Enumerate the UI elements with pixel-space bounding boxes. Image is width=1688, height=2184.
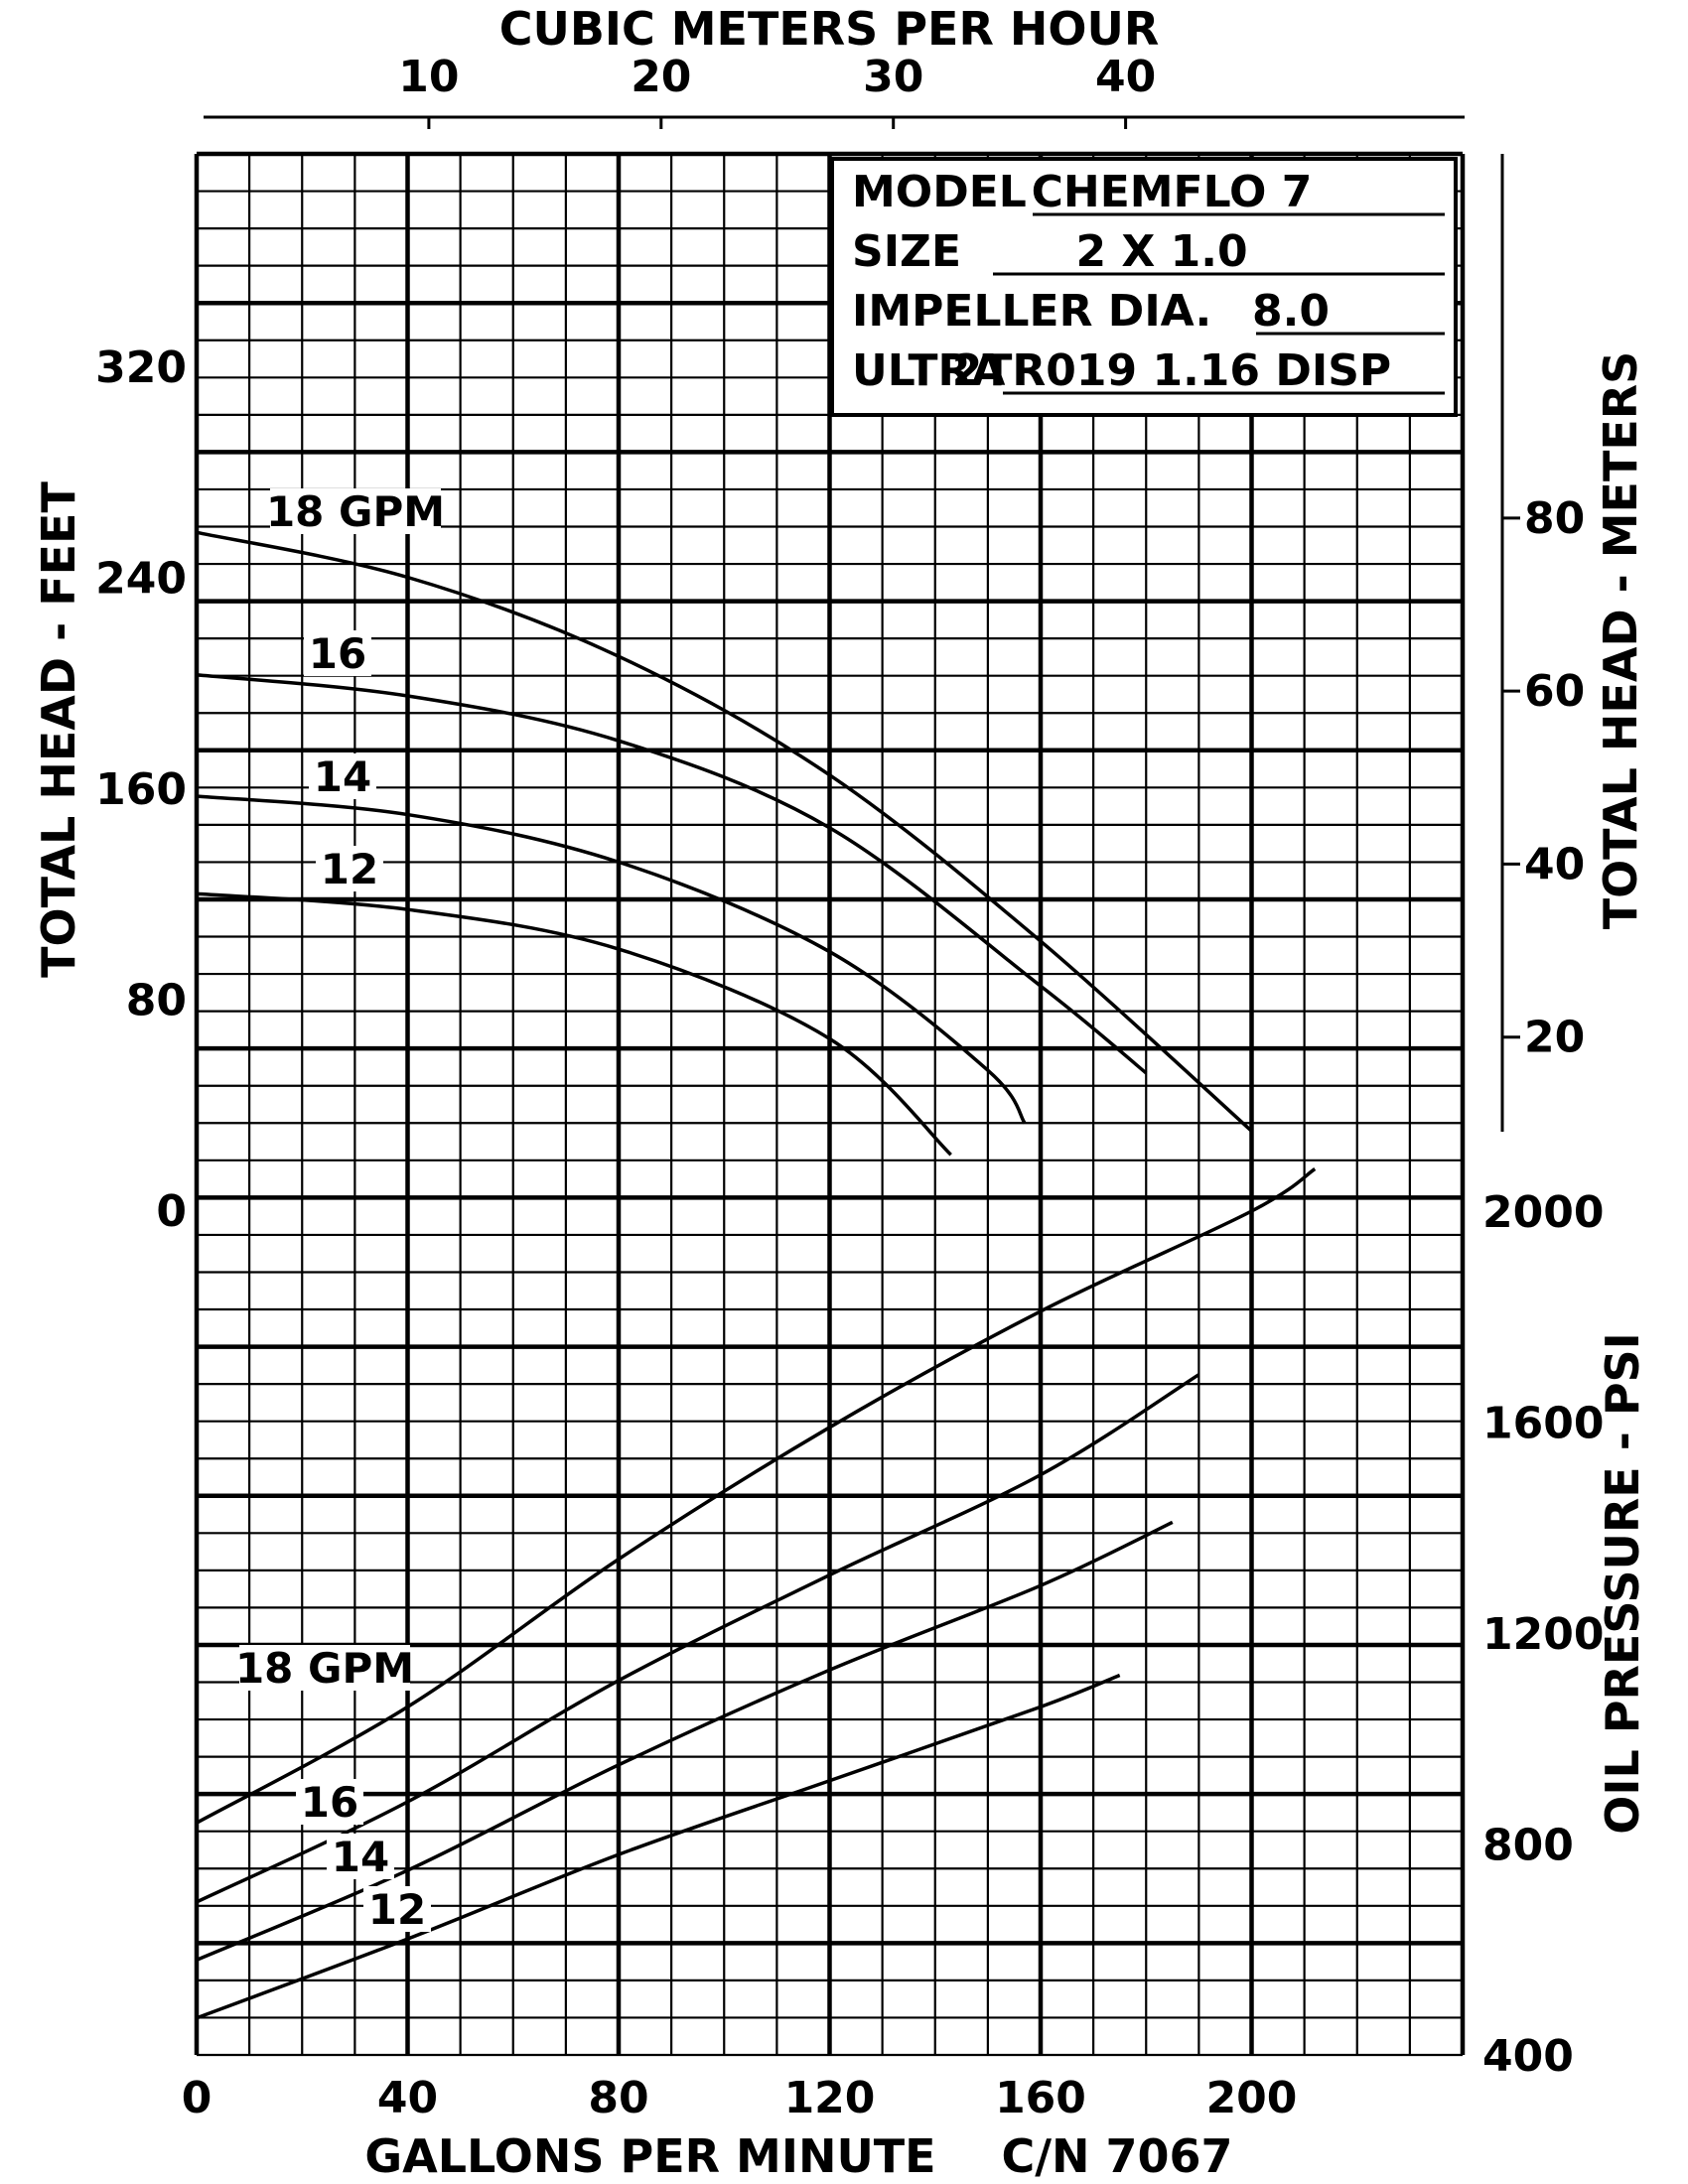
x-axis-tick-label: 120 xyxy=(784,2073,876,2123)
left-axis-tick-label: 320 xyxy=(95,342,187,393)
curve-label-bg xyxy=(327,1834,394,1879)
chart-series xyxy=(196,530,1317,2020)
right-head-axis-tick-label: 60 xyxy=(1524,666,1585,717)
oil-curve-label: 16 xyxy=(301,1778,358,1827)
top-axis-title: CUBIC METERS PER HOUR xyxy=(499,2,1160,56)
top-axis-tick-label: 40 xyxy=(1095,52,1156,102)
oil-curve-label: 18 GPM xyxy=(235,1644,414,1693)
left-axis-tick-label: 160 xyxy=(95,764,187,815)
right-oil-axis-title: OIL PRESSURE - PSI xyxy=(1596,1332,1649,1835)
curve-label-bg xyxy=(270,488,441,534)
x-axis-tick-label: 0 xyxy=(182,2073,212,2123)
info-box-key: IMPELLER DIA. xyxy=(852,286,1211,337)
left-axis-title: TOTAL HEAD - FEET xyxy=(32,481,85,978)
right-oil-axis-tick-label: 1600 xyxy=(1482,1399,1604,1449)
curve-label-bg xyxy=(363,1886,431,1932)
head-curve-label: 16 xyxy=(309,629,366,678)
right-head-axis-title: TOTAL HEAD - METERS xyxy=(1594,351,1647,930)
right-oil-axis-tick-label: 1200 xyxy=(1482,1609,1604,1660)
right-oil-axis-tick-label: 800 xyxy=(1482,1821,1574,1871)
x-axis-tick-label: 80 xyxy=(588,2073,648,2123)
chart-code-label: C/N 7067 xyxy=(1001,2129,1232,2183)
oil-pressure-curve xyxy=(196,1167,1317,1825)
info-box-key: SIZE xyxy=(852,226,961,277)
head-curve-label: 18 GPM xyxy=(266,487,445,536)
x-axis-tick-label: 200 xyxy=(1206,2073,1298,2123)
chart-grid xyxy=(194,151,1466,2057)
left-axis-tick-label: 80 xyxy=(126,976,187,1026)
top-axis-tick-label: 30 xyxy=(863,52,923,102)
oil-curve-label: 12 xyxy=(368,1885,426,1934)
right-head-axis-tick-label: 80 xyxy=(1524,493,1585,544)
oil-pressure-curve xyxy=(196,1373,1200,1904)
head-curve xyxy=(196,673,1148,1075)
right-head-axis-tick-label: 20 xyxy=(1524,1013,1585,1063)
curve-label-bg xyxy=(239,1645,410,1691)
info-box: MODEL CHEMFLO 7 SIZE 2 X 1.0 IMPELLER DIA. 8.… xyxy=(830,157,1458,417)
top-axis-tick-label: 20 xyxy=(631,52,691,102)
curve-label-bg xyxy=(309,753,376,799)
oil-pressure-curve xyxy=(196,1520,1174,1962)
right-oil-axis-tick-label: 400 xyxy=(1482,2031,1574,2082)
head-curve xyxy=(196,530,1253,1133)
info-box-key: MODEL xyxy=(852,167,1027,217)
head-curve-label: 12 xyxy=(321,845,378,893)
head-curve xyxy=(196,891,952,1157)
x-axis-tick-label: 40 xyxy=(377,2073,438,2123)
curve-label-bg xyxy=(316,846,383,891)
oil-pressure-curve xyxy=(196,1673,1121,2020)
info-box-frame xyxy=(830,157,1458,417)
x-axis-tick-label: 160 xyxy=(995,2073,1086,2123)
right-oil-axis-tick-label: 2000 xyxy=(1482,1187,1604,1238)
head-curve-label: 14 xyxy=(314,752,371,801)
info-box-value: 2TR019 1.16 DISP xyxy=(952,345,1391,396)
info-box-value: 2 X 1.0 xyxy=(1075,226,1247,277)
right-head-axis-tick-label: 40 xyxy=(1524,839,1585,889)
head-curve xyxy=(196,794,1027,1125)
oil-curve-label: 14 xyxy=(332,1833,389,1881)
info-box-value: 8.0 xyxy=(1252,286,1330,337)
info-box-key: ULTRA xyxy=(852,345,1005,396)
top-axis-tick-label: 10 xyxy=(398,52,459,102)
x-axis-title: GALLONS PER MINUTE xyxy=(364,2129,935,2183)
curve-label-bg xyxy=(304,630,371,676)
left-axis-tick-label: 0 xyxy=(156,1186,187,1237)
info-box-value: CHEMFLO 7 xyxy=(1032,167,1313,217)
curve-label-bg xyxy=(296,1779,363,1825)
left-axis-tick-label: 240 xyxy=(95,554,187,605)
